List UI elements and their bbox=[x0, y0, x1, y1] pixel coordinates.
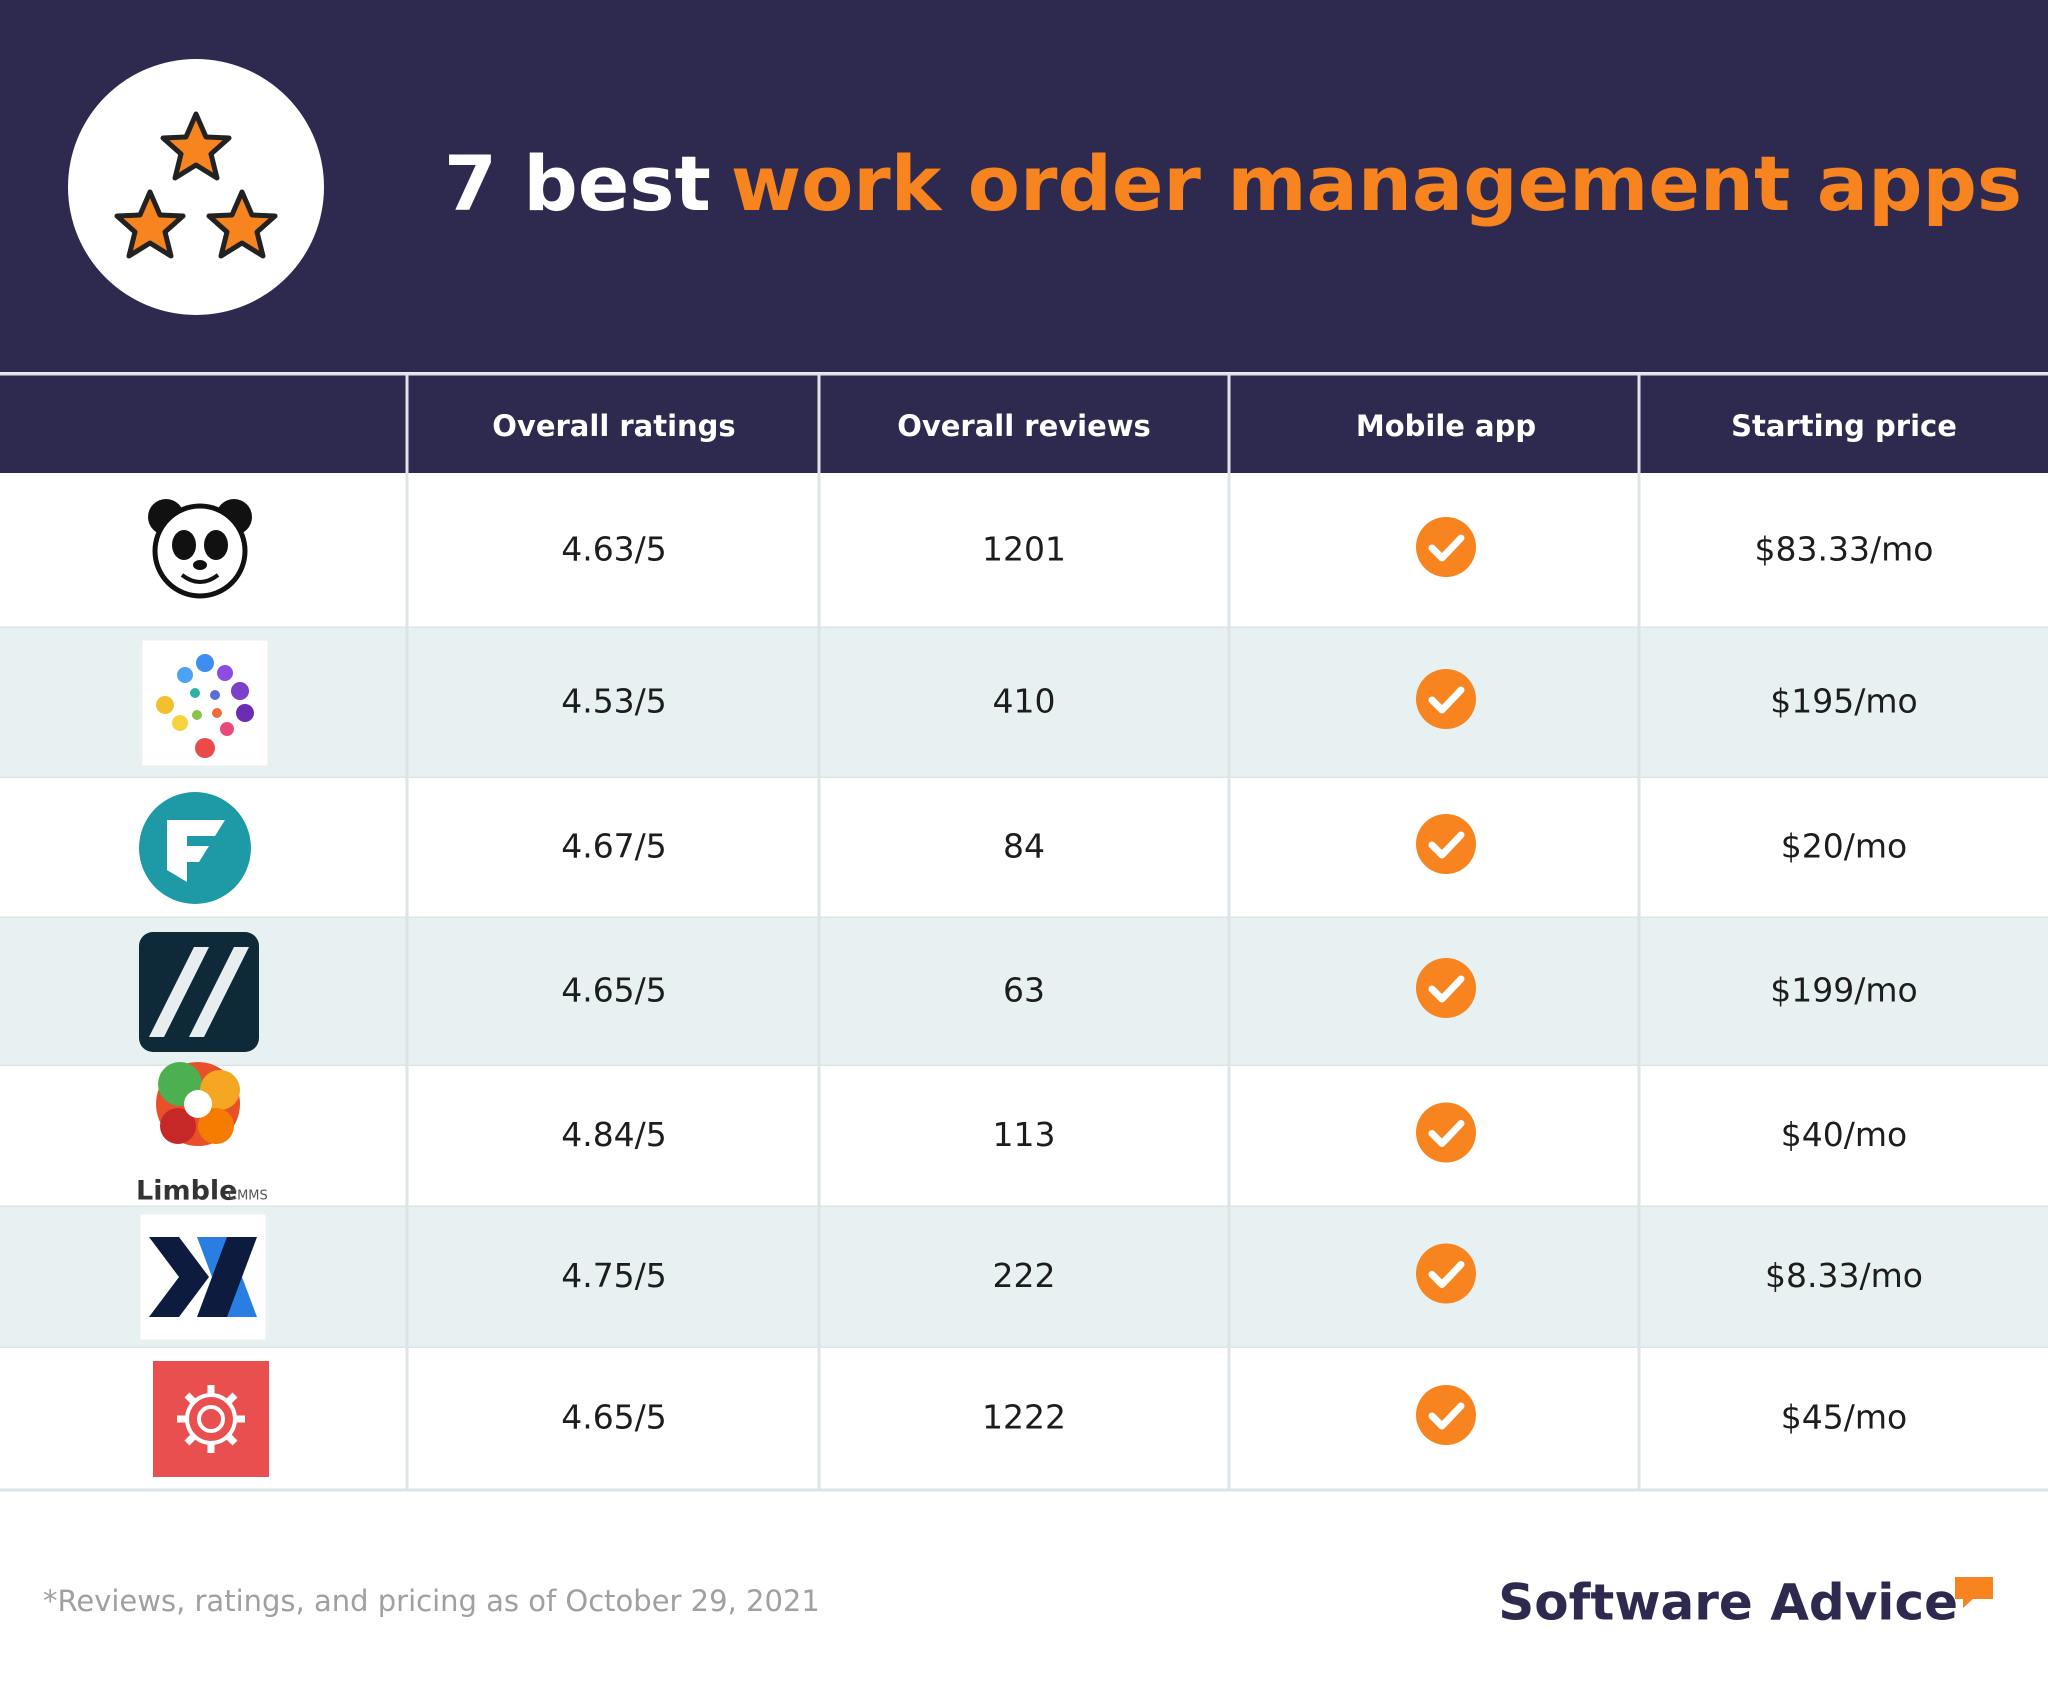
cell: 4.65/5 bbox=[561, 1398, 667, 1437]
cell: $8.33/mo bbox=[1765, 1256, 1923, 1295]
table-row bbox=[0, 778, 2048, 918]
check-circle bbox=[1416, 958, 1476, 1018]
cell: 4.75/5 bbox=[561, 1256, 667, 1295]
cell: $20/mo bbox=[1781, 827, 1907, 866]
table-row bbox=[0, 628, 2048, 778]
brand-bubble bbox=[1955, 1577, 1993, 1608]
check-mark bbox=[1428, 831, 1465, 859]
cell: $195/mo bbox=[1770, 682, 1917, 721]
title-highlight: work order management apps bbox=[731, 139, 2022, 228]
check-mark bbox=[1428, 534, 1465, 562]
stars bbox=[114, 111, 278, 259]
check-icon bbox=[1416, 1385, 1476, 1445]
check-icon bbox=[1416, 669, 1476, 729]
cell: 1201 bbox=[982, 530, 1066, 569]
cell: 63 bbox=[1003, 971, 1045, 1010]
column-header: Overall ratings bbox=[492, 409, 735, 443]
brand: Software Advice bbox=[1498, 1574, 1958, 1632]
cell: $45/mo bbox=[1781, 1398, 1907, 1437]
column-header: Overall reviews bbox=[897, 409, 1151, 443]
limble-suffix: CMMS bbox=[228, 1189, 268, 1204]
table-row bbox=[0, 1207, 2048, 1348]
title-prefix: 7 best bbox=[444, 139, 711, 228]
check-circle bbox=[1416, 517, 1476, 577]
cell: 4.53/5 bbox=[561, 682, 667, 721]
cell: 4.67/5 bbox=[561, 827, 667, 866]
cell: 222 bbox=[993, 1256, 1056, 1295]
cell: 4.84/5 bbox=[561, 1115, 667, 1154]
logo-x bbox=[139, 1213, 267, 1341]
check-icon bbox=[1416, 517, 1476, 577]
logo-gear bbox=[153, 1361, 269, 1477]
logo-panda bbox=[148, 499, 252, 599]
check-mark bbox=[1428, 1120, 1465, 1147]
header-band bbox=[0, 0, 2048, 372]
cell: 4.65/5 bbox=[561, 971, 667, 1010]
cell: 84 bbox=[1003, 827, 1045, 866]
limble-name: Limble bbox=[136, 1176, 238, 1207]
check-mark bbox=[1428, 1261, 1465, 1288]
table-header bbox=[0, 375, 2048, 473]
cell: 4.63/5 bbox=[561, 530, 667, 569]
check-circle bbox=[1416, 814, 1476, 874]
title: 7 best work order management apps bbox=[444, 139, 2022, 228]
cell: 410 bbox=[993, 682, 1056, 721]
cell: 1222 bbox=[982, 1398, 1066, 1437]
check-circle bbox=[1416, 1243, 1476, 1304]
logo-limble: Limble CMMS bbox=[136, 1062, 268, 1207]
check-mark bbox=[1428, 686, 1465, 714]
footnote: *Reviews, ratings, and pricing as of Oct… bbox=[43, 1584, 820, 1618]
check-icon bbox=[1416, 958, 1476, 1018]
table-row bbox=[0, 474, 2048, 628]
cell: $199/mo bbox=[1770, 971, 1917, 1010]
check-icon bbox=[1416, 814, 1476, 874]
check-mark bbox=[1428, 975, 1465, 1003]
check-circle bbox=[1416, 1102, 1476, 1163]
header-icon bbox=[68, 59, 324, 315]
column-header: Mobile app bbox=[1356, 409, 1536, 443]
table-row bbox=[0, 1348, 2048, 1490]
logo-teal bbox=[139, 792, 251, 904]
check-circle bbox=[1416, 669, 1476, 729]
table-body: 4.63/5 1201 $83.33/mo 4.53/5 410 $195/mo 4.67/… bbox=[0, 474, 2048, 1492]
check-icon bbox=[1416, 1102, 1476, 1163]
check-icon bbox=[1416, 1243, 1476, 1304]
cell: $40/mo bbox=[1781, 1115, 1907, 1154]
cell: $83.33/mo bbox=[1755, 530, 1934, 569]
logo-dots bbox=[141, 639, 269, 767]
check-mark bbox=[1428, 1402, 1465, 1430]
check-circle bbox=[1416, 1385, 1476, 1445]
logos: Limble CMMS bbox=[136, 499, 269, 1477]
table-row bbox=[0, 918, 2048, 1066]
table-row bbox=[0, 1066, 2048, 1207]
column-header: Starting price bbox=[1731, 409, 1957, 443]
logo-slashes bbox=[139, 932, 259, 1052]
cell: 113 bbox=[993, 1115, 1056, 1154]
